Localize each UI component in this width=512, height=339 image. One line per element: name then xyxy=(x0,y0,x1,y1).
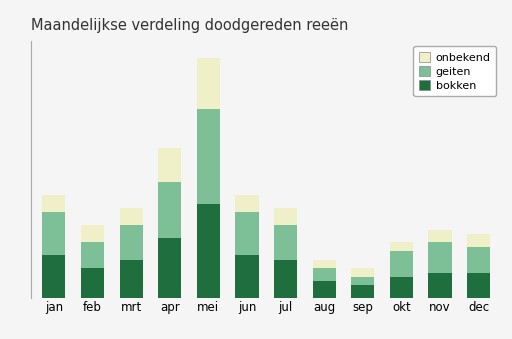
Bar xyxy=(81,242,104,268)
Bar xyxy=(119,260,143,298)
Bar xyxy=(158,182,181,238)
Bar xyxy=(390,242,413,251)
Bar xyxy=(158,148,181,182)
Bar xyxy=(236,255,259,298)
Bar xyxy=(429,273,452,298)
Bar xyxy=(312,281,336,298)
Bar xyxy=(429,230,452,242)
Text: Maandelijkse verdeling doodgereden reeën: Maandelijkse verdeling doodgereden reeën xyxy=(31,18,348,33)
Bar xyxy=(274,225,297,260)
Bar xyxy=(81,225,104,242)
Bar xyxy=(119,225,143,260)
Bar xyxy=(429,242,452,273)
Bar xyxy=(42,255,66,298)
Bar xyxy=(42,213,66,255)
Bar xyxy=(351,268,374,277)
Bar xyxy=(467,273,490,298)
Bar xyxy=(467,247,490,273)
Bar xyxy=(274,260,297,298)
Bar xyxy=(197,58,220,109)
Bar xyxy=(390,277,413,298)
Bar xyxy=(312,268,336,281)
Bar xyxy=(197,109,220,204)
Bar xyxy=(197,204,220,298)
Legend: onbekend, geiten, bokken: onbekend, geiten, bokken xyxy=(413,46,496,96)
Bar xyxy=(467,234,490,247)
Bar xyxy=(81,268,104,298)
Bar xyxy=(351,277,374,285)
Bar xyxy=(42,195,66,213)
Bar xyxy=(390,251,413,277)
Bar xyxy=(312,260,336,268)
Bar xyxy=(236,195,259,213)
Bar xyxy=(351,285,374,298)
Bar xyxy=(274,208,297,225)
Bar xyxy=(119,208,143,225)
Bar xyxy=(236,213,259,255)
Bar xyxy=(158,238,181,298)
